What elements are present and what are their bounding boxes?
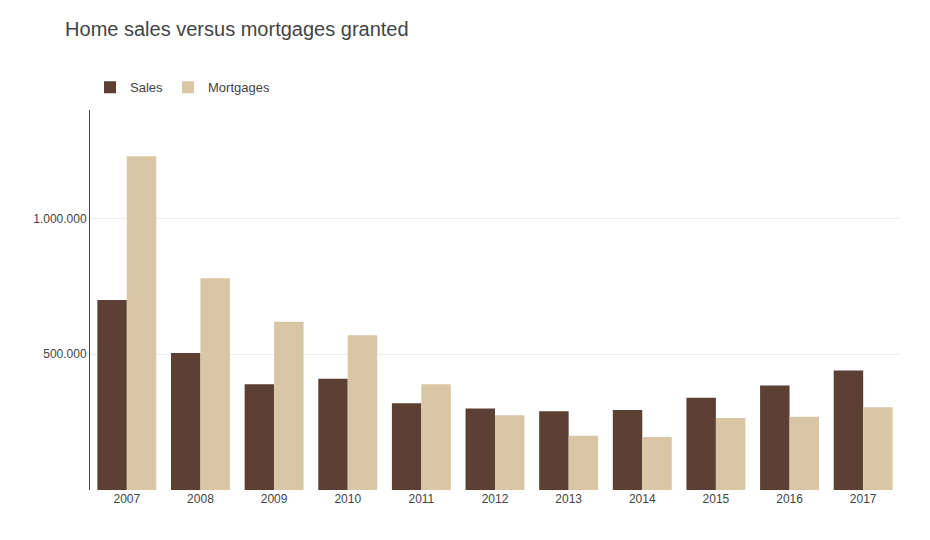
svg-text:1.000.000: 1.000.000 <box>33 212 87 226</box>
svg-text:2007: 2007 <box>113 492 140 506</box>
svg-text:Home sales versus mortgages gr: Home sales versus mortgages granted <box>65 18 409 40</box>
svg-text:2008: 2008 <box>187 492 214 506</box>
svg-text:2009: 2009 <box>261 492 288 506</box>
svg-text:2015: 2015 <box>703 492 730 506</box>
svg-text:Mortgages: Mortgages <box>208 80 270 95</box>
svg-text:Sales: Sales <box>130 80 163 95</box>
svg-text:2012: 2012 <box>482 492 509 506</box>
svg-text:2016: 2016 <box>776 492 803 506</box>
svg-text:2017: 2017 <box>850 492 877 506</box>
svg-text:2010: 2010 <box>334 492 361 506</box>
svg-text:2011: 2011 <box>408 492 434 506</box>
svg-text:500.000: 500.000 <box>43 347 87 361</box>
svg-text:2014: 2014 <box>629 492 656 506</box>
svg-text:2013: 2013 <box>555 492 582 506</box>
